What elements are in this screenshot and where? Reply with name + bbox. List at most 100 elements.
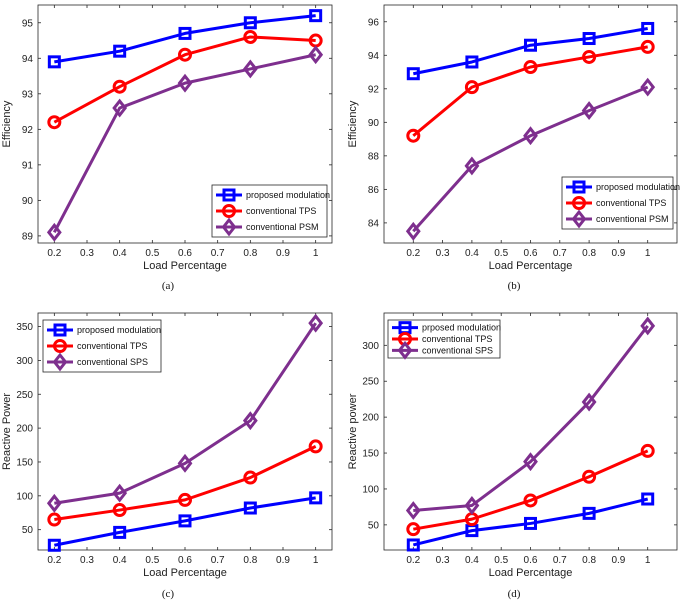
series-line-1 (412, 45, 648, 137)
legend-entry: conventional PSM (246, 222, 319, 232)
y-tick-label: 94 (22, 54, 34, 65)
data-point (523, 126, 538, 146)
y-tick-label: 96 (368, 17, 380, 28)
legend-marker (53, 323, 67, 337)
x-axis-label: Load Percentage (143, 567, 227, 579)
panel-caption: (d) (508, 588, 521, 600)
legend-marker (397, 340, 413, 360)
data-point (243, 29, 258, 44)
y-tick-label: 88 (368, 151, 380, 162)
data-point (47, 55, 61, 69)
y-axis-label: Reactive Power (1, 393, 13, 470)
data-point (464, 496, 480, 515)
legend-entry: proposed modulation (246, 190, 330, 200)
x-tick-label: 0.4 (465, 555, 479, 566)
y-tick-label: 89 (22, 231, 34, 242)
x-tick-label: 0.3 (436, 555, 450, 566)
x-tick-label: 0.8 (582, 555, 596, 566)
series-line-1 (413, 449, 649, 531)
chart-panel-a: 0.2 0.3 0.4 0.5 0.6 0.7 0.8 0.9 1 89 90 91 92 93 94 95 L… (1, 4, 333, 292)
y-tick-label: 84 (368, 218, 380, 229)
series-line-2 (54, 322, 317, 505)
chart-panel-d: 0.2 0.3 0.4 0.5 0.6 0.7 0.8 0.9 1501001502002503… (347, 312, 678, 600)
data-point (112, 79, 127, 94)
x-tick-label: 0.7 (553, 248, 567, 259)
y-tick-label: 100 (16, 491, 33, 502)
panel-caption: (c) (162, 588, 175, 600)
data-point (243, 470, 258, 485)
legend-entry: conventional TPS (422, 334, 492, 344)
legend: proposed modulation conventional TPS conve… (42, 319, 162, 373)
data-point (640, 39, 655, 54)
data-point (309, 9, 323, 23)
legend-entry: conventional TPS (77, 341, 147, 351)
data-point (309, 491, 323, 505)
x-tick-label: 0.3 (80, 248, 94, 259)
legend-entry: proposed modulation (596, 182, 680, 192)
data-point (640, 316, 656, 336)
chart-panel-b: 0.2 0.3 0.4 0.5 0.6 0.7 0.8 0.9 1 84 86 88 90 92 94 96 L… (347, 4, 680, 292)
data-point (113, 525, 127, 539)
legend-marker (571, 209, 587, 229)
legend-marker (572, 196, 586, 210)
legend-entry: conventional SPS (422, 345, 493, 355)
legend-entry: conventional PSM (596, 214, 669, 224)
y-tick-label: 86 (368, 185, 380, 196)
x-tick-label: 0.3 (436, 248, 450, 259)
data-point (47, 512, 62, 527)
data-point (308, 45, 324, 65)
x-tick-label: 0.8 (582, 248, 596, 259)
data-point (640, 77, 656, 97)
data-point (243, 501, 257, 515)
legend-marker (53, 339, 67, 353)
chart-panel-c: 0.2 0.3 0.4 0.5 0.6 0.7 0.8 0.9 1501001502002503… (1, 312, 333, 600)
y-axis-label: Efficiency (1, 100, 13, 147)
data-point (640, 443, 655, 458)
data-point (405, 501, 421, 520)
x-tick-label: 0.9 (611, 248, 625, 259)
data-point (464, 80, 479, 95)
legend-marker (52, 352, 68, 372)
data-point (46, 493, 62, 513)
y-tick-label: 150 (16, 457, 33, 468)
data-point (178, 492, 192, 507)
data-point (581, 392, 597, 412)
y-tick-label: 94 (368, 51, 380, 62)
y-tick-label: 200 (362, 413, 379, 424)
x-axis-label: Load Percentage (489, 567, 573, 579)
data-point (406, 128, 421, 143)
y-tick-label: 92 (368, 84, 380, 95)
data-point (582, 49, 597, 64)
y-axis-label: Efficiency (347, 100, 359, 147)
x-tick-label: 0.5 (494, 248, 508, 259)
panel-caption: (a) (162, 280, 175, 292)
data-point (242, 59, 258, 79)
x-tick-label: 0.6 (524, 248, 538, 259)
series-line-0 (54, 14, 316, 64)
data-point (177, 73, 193, 93)
y-tick-label: 150 (362, 449, 379, 460)
data-point (582, 506, 596, 520)
y-tick-label: 92 (22, 125, 34, 136)
series-line-0 (54, 496, 316, 547)
data-point (581, 101, 597, 121)
x-tick-label: 0.6 (178, 555, 192, 566)
data-point (523, 452, 538, 472)
legend-marker (222, 188, 236, 202)
data-point (178, 514, 192, 528)
data-point (524, 38, 537, 52)
data-point (406, 67, 420, 81)
x-tick-label: 0.9 (276, 555, 290, 566)
y-tick-label: 95 (22, 18, 34, 29)
x-tick-label: 0.2 (406, 555, 420, 566)
x-tick-label: 0.9 (611, 555, 625, 566)
x-tick-label: 0.2 (47, 248, 61, 259)
data-point (641, 21, 655, 35)
data-point (406, 522, 421, 537)
y-tick-label: 100 (362, 484, 379, 495)
x-tick-label: 0.8 (243, 248, 257, 259)
series-line-2 (53, 53, 316, 234)
y-tick-label: 93 (22, 89, 34, 100)
legend-marker (221, 217, 237, 237)
